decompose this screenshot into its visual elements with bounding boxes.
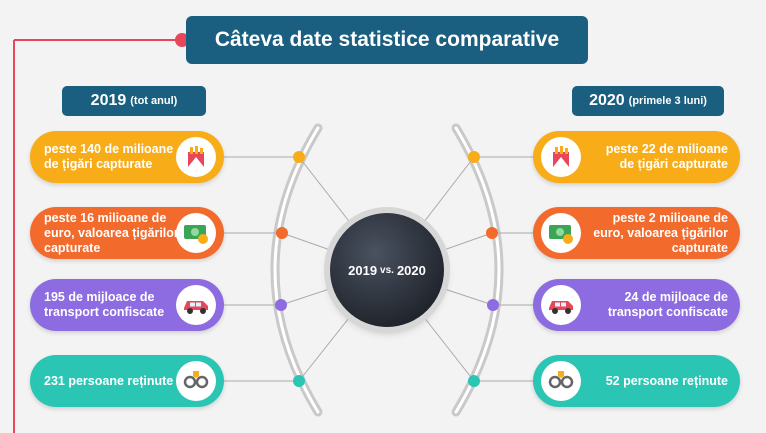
right-year-label: 2020 (primele 3 luni)	[572, 86, 724, 116]
stat-text: 24 de mijloace de transport confiscate	[607, 290, 728, 319]
money-icon	[176, 213, 216, 253]
center-vs: vs.	[380, 264, 394, 276]
stat-text: peste 22 de milioane de țigări capturate	[605, 142, 728, 171]
stat-text: peste 16 milioane de euro, valoarea țigă…	[44, 210, 179, 255]
stat-2020-value: peste 2 milioane de euro, valoarea țigăr…	[533, 207, 740, 259]
stat-2019-vehicles: 195 de mijloace de transport confiscate	[30, 279, 224, 331]
money-icon	[541, 213, 581, 253]
page-title: Câteva date statistice comparative	[186, 16, 588, 64]
center-year-a: 2019	[348, 262, 378, 278]
stat-2019-value: peste 16 milioane de euro, valoarea țigă…	[30, 207, 224, 259]
cigarettes-icon	[176, 137, 216, 177]
center-comparison-circle: 2019 vs. 2020	[330, 213, 444, 327]
stat-2019-cigarettes: peste 140 de milioane de țigări capturat…	[30, 131, 224, 183]
stat-text: peste 2 milioane de euro, valoarea țigăr…	[593, 210, 728, 255]
right-year-note: (primele 3 luni)	[628, 95, 707, 107]
center-year-b: 2020	[396, 262, 426, 278]
car-icon	[176, 285, 216, 325]
stat-2019-persons: 231 persoane reținute	[30, 355, 224, 407]
stat-text: 231 persoane reținute	[44, 373, 174, 388]
right-year: 2020	[589, 92, 625, 109]
stat-text: 195 de mijloace de transport confiscate	[44, 290, 165, 319]
left-year-note: (tot anul)	[130, 95, 178, 107]
cigarettes-icon	[541, 137, 581, 177]
stat-2020-cigarettes: peste 22 de milioane de țigări capturate	[533, 131, 740, 183]
stat-2020-vehicles: 24 de mijloace de transport confiscate	[533, 279, 740, 331]
car-icon	[541, 285, 581, 325]
stat-text: 52 persoane reținute	[605, 373, 728, 388]
left-year: 2019	[90, 92, 127, 109]
stat-2020-persons: 52 persoane reținute	[533, 355, 740, 407]
left-year-label: 2019 (tot anul)	[62, 86, 206, 116]
stat-text: peste 140 de milioane de țigări capturat…	[44, 142, 174, 171]
handcuffs-icon	[176, 361, 216, 401]
handcuffs-icon	[541, 361, 581, 401]
